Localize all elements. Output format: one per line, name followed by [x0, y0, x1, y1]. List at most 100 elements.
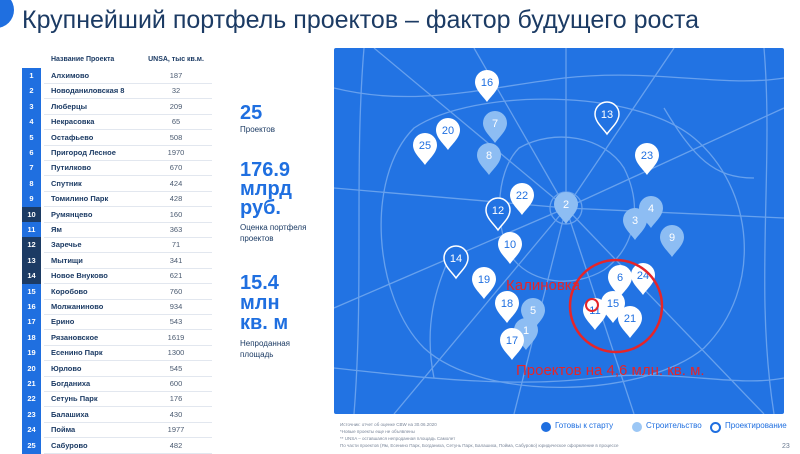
- pin-number: 22: [516, 190, 528, 202]
- map-pin: 16: [475, 70, 499, 102]
- legend-design: Проектирование: [725, 421, 787, 430]
- map-pin: 25: [413, 133, 437, 165]
- row-number: 24: [22, 422, 41, 439]
- project-unsa: 1977: [167, 425, 185, 435]
- row-number: 21: [22, 376, 41, 392]
- pin-marker: [413, 133, 437, 165]
- project-unsa: 621: [169, 271, 183, 281]
- pin-marker: [472, 267, 496, 299]
- map-pin: 19: [472, 267, 496, 299]
- row-divider: [44, 160, 212, 161]
- project-name: Путилково: [51, 163, 92, 173]
- row-divider: [44, 252, 212, 254]
- area-value: 15.4: [240, 272, 279, 294]
- table-row: 23 Балашиха 430: [22, 406, 222, 423]
- project-name: Люберцы: [51, 101, 87, 111]
- table-row: 11 Ям 363: [22, 222, 222, 238]
- row-divider: [44, 98, 212, 100]
- pin-number: 5: [530, 305, 536, 317]
- project-unsa: 482: [169, 440, 183, 450]
- legend-construction-dot: [632, 422, 642, 432]
- project-unsa: 209: [169, 101, 183, 111]
- pin-number: 3: [632, 215, 638, 227]
- row-number: 6: [22, 145, 41, 161]
- row-number: 14: [22, 268, 41, 285]
- row-divider: [44, 144, 212, 146]
- map-pin: 18: [495, 291, 519, 323]
- map-pin: 7: [483, 111, 507, 143]
- map-pin: 21: [618, 306, 642, 338]
- pin-marker: [495, 291, 519, 323]
- pin-marker: [443, 245, 469, 280]
- table-row: 3 Люберцы 209: [22, 98, 222, 115]
- pin-number: 6: [617, 272, 623, 284]
- map-pin: 10: [498, 232, 522, 264]
- footnote-source: Источник: отчет об оценке CBW на 30.06.2…: [340, 422, 437, 427]
- map-pin: 2: [554, 192, 578, 224]
- table-row: 4 Некрасовка 65: [22, 114, 222, 131]
- row-number: 25: [22, 437, 41, 454]
- row-number: 8: [22, 175, 41, 192]
- project-unsa: 760: [169, 286, 183, 296]
- project-name: Сабурово: [51, 440, 88, 450]
- project-unsa: 187: [169, 71, 183, 80]
- project-unsa: 65: [171, 117, 181, 127]
- row-number: 7: [22, 160, 41, 177]
- map-pin: 12: [485, 197, 511, 232]
- row-divider: [44, 329, 212, 331]
- pin-marker: [660, 225, 684, 257]
- row-number: 20: [22, 360, 41, 377]
- pin-marker: [510, 183, 534, 215]
- project-name: Спутник: [51, 178, 82, 188]
- project-name: Мытищи: [51, 255, 83, 265]
- row-divider: [44, 452, 212, 454]
- projects-count: 25: [240, 102, 263, 124]
- table-row: 12 Заречье 71: [22, 237, 222, 254]
- row-divider: [44, 314, 212, 315]
- row-number: 23: [22, 406, 41, 423]
- project-name: Балашиха: [51, 409, 89, 419]
- pin-marker: [477, 143, 501, 175]
- row-divider: [44, 113, 212, 115]
- project-unsa: 424: [169, 178, 183, 188]
- project-unsa: 1300: [167, 348, 185, 358]
- project-name: Пригород Лесное: [51, 148, 116, 157]
- table-row: 22 Сетунь Парк 176: [22, 391, 222, 408]
- kalinovka-annotation: Калиновка Проектов на 4,6 млн. кв. м.: [506, 258, 705, 379]
- map-pin: 6: [608, 265, 632, 297]
- valuation-unit-1: млрд: [240, 178, 292, 200]
- table-row: 25 Сабурово 482: [22, 437, 222, 454]
- pin-number: 1: [523, 325, 529, 337]
- project-unsa: 1619: [167, 332, 185, 342]
- project-unsa: 934: [169, 302, 183, 311]
- row-number: 5: [22, 129, 41, 146]
- table-row: 10 Румянцево 160: [22, 206, 222, 223]
- pin-number: 25: [419, 140, 431, 152]
- row-divider: [44, 344, 212, 346]
- pin-number: 15: [607, 298, 619, 310]
- table-row: 8 Спутник 424: [22, 175, 222, 192]
- pin-marker: [436, 118, 460, 150]
- area-unit-2: кв. м: [240, 312, 289, 334]
- title-badge: [0, 0, 14, 28]
- table-row: 14 Новое Внуково 621: [22, 268, 222, 285]
- row-divider: [44, 190, 212, 192]
- footnote-unsa: ** UNSA – оставшаяся непроданная площадь…: [340, 436, 456, 441]
- project-unsa: 1970: [167, 148, 185, 157]
- pin-marker: [631, 263, 655, 295]
- map-pin: 17: [500, 328, 524, 360]
- row-number: 1: [22, 68, 41, 84]
- pin-number: 9: [669, 232, 675, 244]
- project-unsa: 545: [169, 363, 183, 373]
- row-number: 16: [22, 299, 41, 315]
- pin-number: 7: [492, 118, 498, 130]
- row-divider: [44, 221, 212, 223]
- row-number: 13: [22, 252, 41, 269]
- project-name: Молжаниново: [51, 302, 104, 311]
- row-number: 9: [22, 191, 41, 208]
- project-unsa: 341: [169, 255, 183, 265]
- pin-marker: [483, 111, 507, 143]
- project-name: Пойма: [51, 425, 76, 435]
- pin-number: 10: [504, 239, 516, 251]
- footnote-new-projects: *Новые проекты еще не объявлены: [340, 429, 415, 434]
